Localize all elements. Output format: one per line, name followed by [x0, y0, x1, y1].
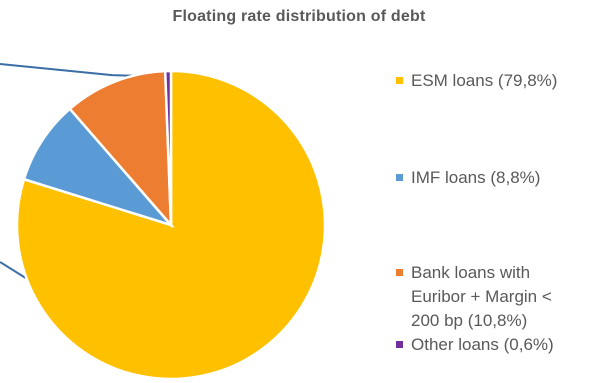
legend-swatch-1 — [396, 77, 403, 84]
legend-swatch-2 — [396, 174, 403, 181]
legend-label-1: ESM loans (79,8%) — [411, 71, 557, 90]
legend-label-4: Other loans (0,6%) — [411, 335, 554, 354]
legend-swatch-4 — [396, 341, 403, 348]
pie-slice-3 — [68, 69, 173, 229]
legend-label-2: IMF loans (8,8%) — [411, 168, 540, 187]
chart-title: Floating rate distribution of debt — [172, 8, 426, 25]
pie-slice-2 — [22, 107, 175, 228]
legend-swatch-3 — [396, 269, 403, 276]
pie-slice-4 — [163, 69, 173, 226]
legend: ESM loans (79,8%) IMF loans (8,8%) Bank lo… — [396, 71, 557, 354]
legend-label-3: Bank loans with Euribor + Margin <200 bp … — [411, 263, 552, 330]
